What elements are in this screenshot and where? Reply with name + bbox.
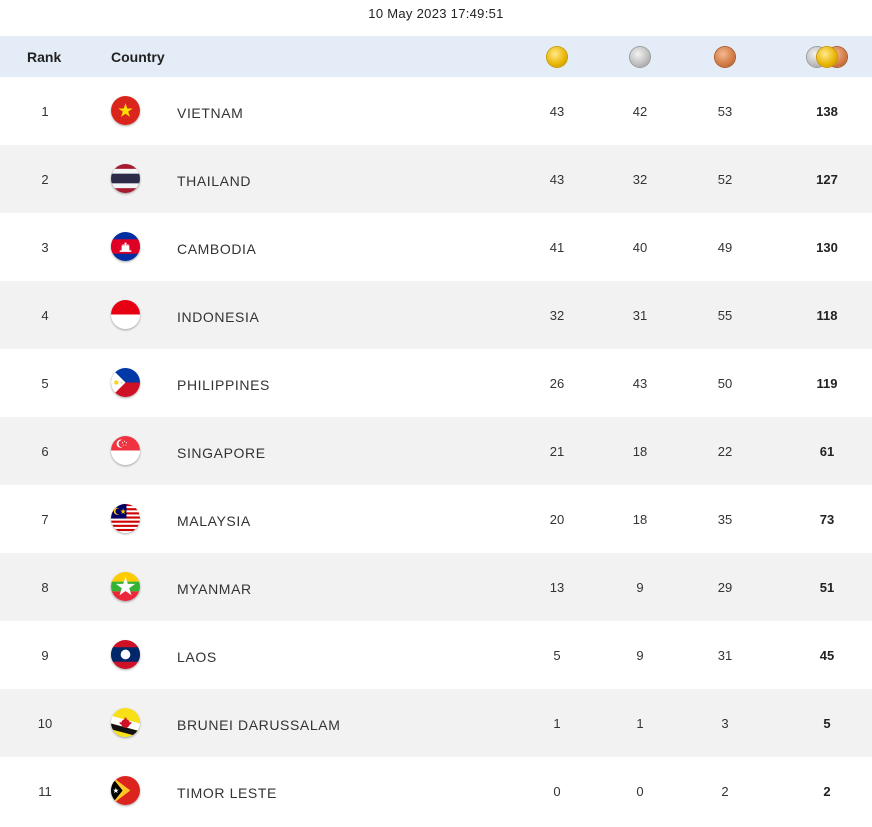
silver-count: 32	[632, 171, 648, 187]
gold-count: 43	[549, 103, 565, 119]
medal-table-row[interactable]: 11 TIMOR LESTE 0 0 2 2	[0, 757, 872, 825]
brunei-flag-icon	[111, 708, 140, 737]
singapore-flag-icon	[111, 436, 140, 465]
medal-table-row[interactable]: 4 INDONESIA 32 31 55 118	[0, 281, 872, 349]
total-count: 5	[823, 715, 831, 731]
medal-table-row[interactable]: 1 VIETNAM 43 42 53 138	[0, 77, 872, 145]
bronze-count: 53	[717, 103, 733, 119]
country-column-header[interactable]: Country	[111, 48, 165, 65]
myanmar-flag-icon	[111, 572, 140, 601]
country-name[interactable]: THAILAND	[177, 173, 252, 189]
total-count: 2	[823, 783, 831, 799]
bronze-count: 35	[717, 511, 733, 527]
silver-count: 1	[636, 715, 644, 731]
silver-count: 0	[636, 783, 644, 799]
cambodia-flag-icon	[111, 232, 140, 261]
bronze-count: 31	[717, 647, 733, 663]
country-name[interactable]: CAMBODIA	[177, 241, 257, 257]
gold-count: 5	[553, 647, 561, 663]
bronze-medal-icon[interactable]	[715, 46, 735, 67]
country-name[interactable]: PHILIPPINES	[177, 377, 270, 393]
philippines-flag-icon	[111, 368, 140, 397]
silver-count: 18	[632, 511, 648, 527]
gold-count: 26	[549, 375, 565, 391]
laos-flag-icon	[111, 640, 140, 669]
medal-table-row[interactable]: 6 SINGAPORE 21 18 22 61	[0, 417, 872, 485]
rank-cell: 8	[41, 579, 49, 595]
total-count: 51	[819, 579, 835, 595]
medal-table-header: Rank Country	[0, 36, 872, 77]
rank-cell: 4	[41, 307, 49, 323]
gold-count: 43	[549, 171, 565, 187]
total-count: 119	[816, 375, 838, 391]
silver-count: 9	[636, 579, 644, 595]
total-count: 130	[816, 239, 838, 255]
total-count: 138	[816, 103, 838, 119]
bronze-count: 29	[717, 579, 733, 595]
total-count: 61	[819, 443, 835, 459]
gold-count: 21	[549, 443, 565, 459]
medal-table-row[interactable]: 2 THAILAND 43 32 52 127	[0, 145, 872, 213]
timor-leste-flag-icon	[111, 776, 140, 805]
rank-cell: 5	[41, 375, 49, 391]
medal-table-row[interactable]: 5 PHILIPPINES 26 43 50 119	[0, 349, 872, 417]
timestamp: 10 May 2023 17:49:51	[368, 6, 504, 21]
bronze-count: 50	[717, 375, 733, 391]
malaysia-flag-icon	[111, 504, 140, 533]
rank-cell: 7	[41, 511, 49, 527]
rank-cell: 6	[41, 443, 49, 459]
medal-table-row[interactable]: 7 MALAYSIA 20 18 35 73	[0, 485, 872, 553]
medal-table-row[interactable]: 8 MYANMAR 13 9 29 51	[0, 553, 872, 621]
rank-cell: 9	[41, 647, 49, 663]
rank-cell: 3	[41, 239, 49, 255]
rank-cell: 11	[38, 783, 52, 799]
gold-count: 41	[549, 239, 565, 255]
silver-count: 31	[632, 307, 648, 323]
country-name[interactable]: BRUNEI DARUSSALAM	[177, 717, 341, 733]
bronze-count: 55	[717, 307, 733, 323]
country-name[interactable]: TIMOR LESTE	[177, 785, 277, 801]
bronze-count: 2	[721, 783, 729, 799]
total-medals-icon[interactable]	[807, 46, 847, 68]
medal-table-row[interactable]: 9 LAOS 5 9 31 45	[0, 621, 872, 689]
gold-medal-icon[interactable]	[547, 46, 567, 67]
silver-count: 40	[632, 239, 648, 255]
rank-cell: 10	[37, 715, 53, 731]
gold-count: 32	[549, 307, 565, 323]
gold-count: 1	[553, 715, 561, 731]
thailand-flag-icon	[111, 164, 140, 193]
medal-table-row[interactable]: 3 CAMBODIA 41 40 49 130	[0, 213, 872, 281]
rank-cell: 1	[41, 103, 49, 119]
country-name[interactable]: SINGAPORE	[177, 445, 266, 461]
total-count: 127	[816, 171, 838, 187]
total-count: 45	[819, 647, 835, 663]
total-count: 118	[816, 307, 838, 323]
rank-cell: 2	[41, 171, 49, 187]
silver-count: 18	[632, 443, 648, 459]
gold-count: 13	[549, 579, 565, 595]
gold-count: 20	[549, 511, 565, 527]
indonesia-flag-icon	[111, 300, 140, 329]
rank-column-header[interactable]: Rank	[27, 48, 62, 65]
country-name[interactable]: MALAYSIA	[177, 513, 251, 529]
silver-count: 9	[636, 647, 644, 663]
bronze-count: 22	[717, 443, 733, 459]
country-name[interactable]: VIETNAM	[177, 105, 244, 121]
bronze-count: 3	[721, 715, 729, 731]
silver-medal-icon[interactable]	[630, 46, 650, 67]
country-name[interactable]: LAOS	[177, 649, 217, 665]
total-count: 73	[819, 511, 835, 527]
vietnam-flag-icon	[111, 96, 140, 125]
medal-table-row[interactable]: 10 BRUNEI DARUSSALAM 1 1 3 5	[0, 689, 872, 757]
bronze-count: 52	[717, 171, 733, 187]
silver-count: 42	[632, 103, 648, 119]
country-name[interactable]: INDONESIA	[177, 309, 260, 325]
silver-count: 43	[632, 375, 648, 391]
medal-table-body: 1 VIETNAM 43 42 53 138 2 THAILAND 43 32 52 127 3 CAMB…	[0, 77, 872, 825]
bronze-count: 49	[717, 239, 733, 255]
country-name[interactable]: MYANMAR	[177, 581, 252, 597]
gold-count: 0	[553, 783, 561, 799]
